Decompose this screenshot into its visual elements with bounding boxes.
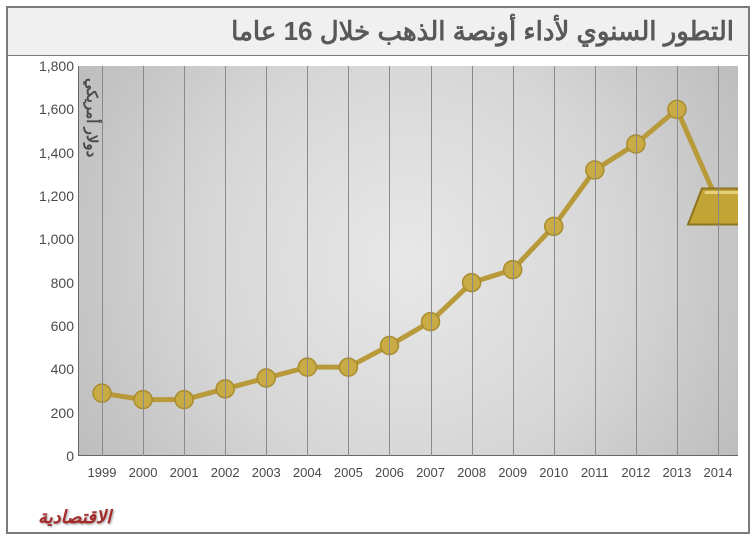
x-tick-label: 2004 (293, 465, 322, 480)
x-gridline (677, 66, 678, 456)
y-tick-label: 200 (34, 405, 74, 421)
chart-frame: التطور السنوي لأداء أونصة الذهب خلال 16 … (6, 6, 750, 534)
x-gridline (595, 66, 596, 456)
x-gridline (431, 66, 432, 456)
x-tick-label: 2002 (211, 465, 240, 480)
plot-area: دولار أمريكي 02004006008001,0001,2001,40… (8, 58, 752, 498)
x-tick-label: 2007 (416, 465, 445, 480)
y-tick-label: 400 (34, 361, 74, 377)
y-tick-label: 1,400 (34, 145, 74, 161)
x-tick-label: 2011 (581, 465, 609, 480)
x-gridline (472, 66, 473, 456)
chart-title: التطور السنوي لأداء أونصة الذهب خلال 16 … (231, 16, 734, 46)
x-tick-label: 2005 (334, 465, 363, 480)
x-tick-label: 1999 (88, 465, 117, 480)
x-gridline (266, 66, 267, 456)
title-bar: التطور السنوي لأداء أونصة الذهب خلال 16 … (8, 8, 748, 56)
y-tick-label: 1,800 (34, 58, 74, 74)
x-gridline (718, 66, 719, 456)
data-line (102, 109, 718, 399)
x-gridline (348, 66, 349, 456)
x-tick-label: 2003 (252, 465, 281, 480)
x-gridline (225, 66, 226, 456)
x-tick-label: 2006 (375, 465, 404, 480)
x-gridline (554, 66, 555, 456)
x-gridline (513, 66, 514, 456)
chart-svg (78, 66, 738, 456)
y-tick-label: 0 (34, 448, 74, 464)
x-gridline (636, 66, 637, 456)
y-tick-label: 1,600 (34, 101, 74, 117)
y-tick-label: 800 (34, 275, 74, 291)
x-gridline (184, 66, 185, 456)
brand-logo: الاقتصادية (38, 507, 111, 528)
x-tick-label: 2010 (539, 465, 568, 480)
x-tick-label: 2014 (704, 465, 733, 480)
x-tick-label: 2013 (662, 465, 691, 480)
x-tick-label: 2008 (457, 465, 486, 480)
x-tick-label: 2009 (498, 465, 527, 480)
x-gridline (143, 66, 144, 456)
y-tick-label: 1,000 (34, 231, 74, 247)
x-tick-label: 2000 (129, 465, 158, 480)
y-tick-label: 600 (34, 318, 74, 334)
y-tick-label: 1,200 (34, 188, 74, 204)
x-gridline (307, 66, 308, 456)
x-tick-label: 2001 (170, 465, 199, 480)
x-gridline (102, 66, 103, 456)
x-tick-label: 2012 (621, 465, 650, 480)
x-gridline (389, 66, 390, 456)
